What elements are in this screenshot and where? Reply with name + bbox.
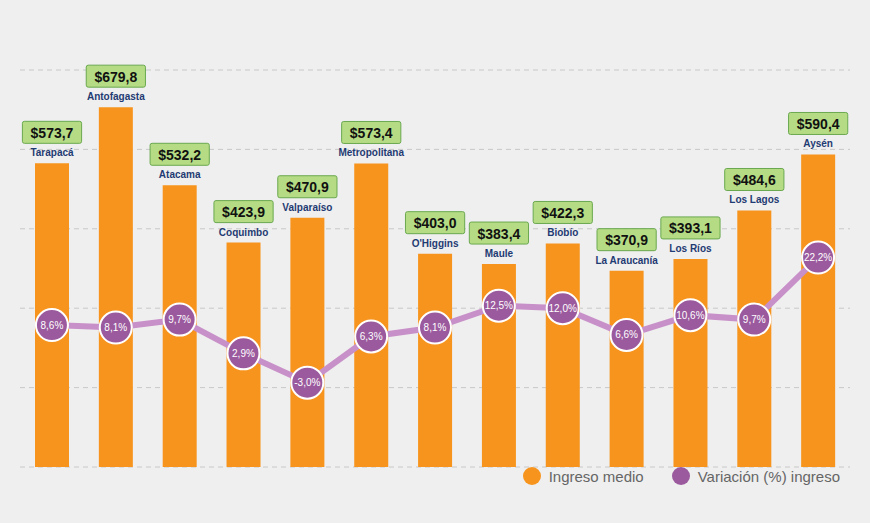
svg-text:$470,9: $470,9 — [286, 179, 329, 195]
svg-text:6,6%: 6,6% — [615, 329, 638, 340]
svg-text:8,1%: 8,1% — [104, 322, 127, 333]
svg-text:Aysén: Aysén — [803, 138, 833, 149]
svg-text:$590,4: $590,4 — [797, 116, 840, 132]
svg-text:Antofagasta: Antofagasta — [87, 91, 145, 102]
svg-text:$403,0: $403,0 — [414, 215, 457, 231]
svg-text:-3,0%: -3,0% — [294, 377, 320, 388]
svg-text:12,5%: 12,5% — [485, 300, 513, 311]
svg-text:Los Ríos: Los Ríos — [669, 243, 712, 254]
svg-text:Los Lagos: Los Lagos — [729, 194, 779, 205]
svg-text:Atacama: Atacama — [159, 169, 201, 180]
svg-text:Tarapacá: Tarapacá — [30, 147, 74, 158]
html-text:Ingreso medio: Ingreso medio — [548, 467, 644, 485]
svg-text:$422,3: $422,3 — [541, 205, 584, 221]
svg-text:$484,6: $484,6 — [733, 172, 776, 188]
svg-text:$383,4: $383,4 — [478, 226, 521, 242]
svg-text:9,7%: 9,7% — [168, 314, 191, 325]
svg-text:La Araucanía: La Araucanía — [595, 255, 658, 266]
svg-text:8,1%: 8,1% — [424, 322, 447, 333]
svg-text:$573,7: $573,7 — [31, 125, 74, 141]
svg-text:$370,9: $370,9 — [605, 232, 648, 248]
svg-text:10,6%: 10,6% — [676, 310, 704, 321]
svg-text:$532,2: $532,2 — [158, 147, 201, 163]
svg-text:Biobío: Biobío — [547, 227, 578, 238]
svg-text:O'Higgins: O'Higgins — [412, 238, 459, 249]
svg-text:9,7%: 9,7% — [743, 314, 766, 325]
svg-text:2,9%: 2,9% — [232, 348, 255, 359]
svg-text:Coquimbo: Coquimbo — [219, 227, 268, 238]
svg-text:$423,9: $423,9 — [222, 204, 265, 220]
svg-text:$573,4: $573,4 — [350, 125, 393, 141]
svg-text:$393,1: $393,1 — [669, 220, 712, 236]
svg-text:$679,8: $679,8 — [94, 69, 137, 85]
svg-text:Maule: Maule — [485, 248, 514, 259]
svg-text:8,6%: 8,6% — [41, 320, 64, 331]
svg-text:6,3%: 6,3% — [360, 331, 383, 342]
svg-text:22,2%: 22,2% — [804, 252, 832, 263]
svg-text:Valparaíso: Valparaíso — [282, 202, 332, 213]
svg-text:12,0%: 12,0% — [549, 303, 577, 314]
html-text:Variación (%) ingreso: Variación (%) ingreso — [697, 467, 840, 485]
svg-text:Metropolitana: Metropolitana — [338, 147, 404, 158]
